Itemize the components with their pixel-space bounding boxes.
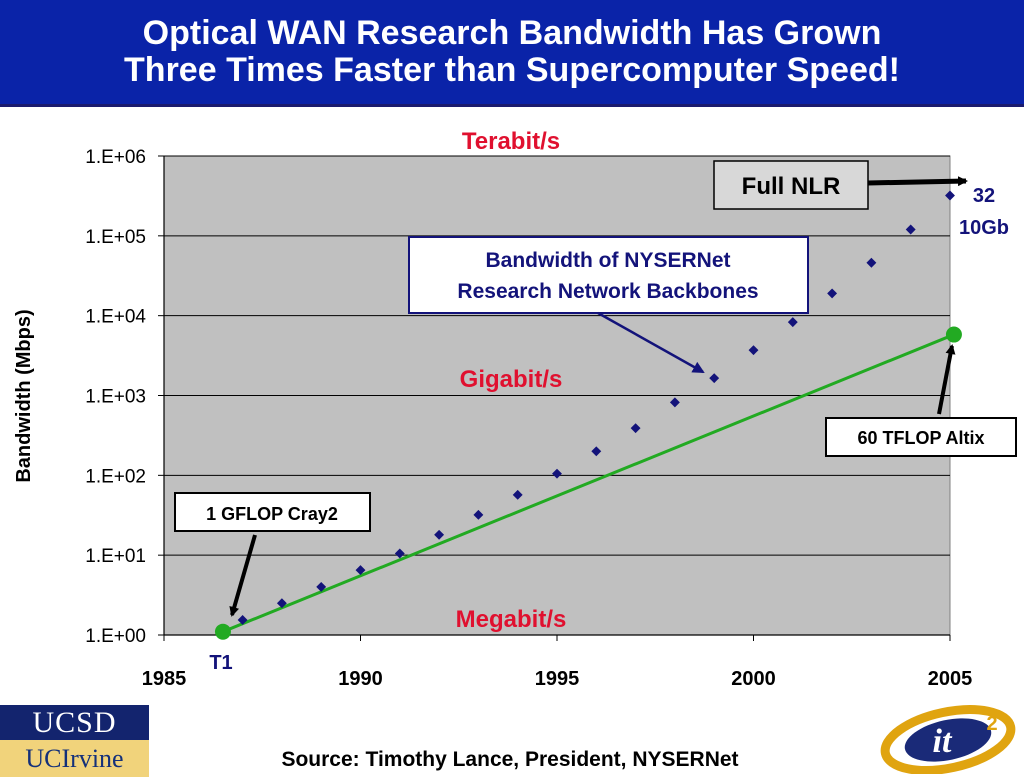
data-point xyxy=(630,423,641,434)
x-tick-label: 1995 xyxy=(535,668,580,690)
y-tick-label: 1.E+03 xyxy=(85,387,146,408)
trend-series xyxy=(214,326,962,640)
it2-logo: it 2 xyxy=(880,705,1016,774)
cray2-arrow xyxy=(229,534,257,617)
nlr-value-line-1: 32 xyxy=(973,185,995,207)
cray2-box xyxy=(174,492,371,532)
data-point xyxy=(512,489,523,500)
data-point xyxy=(434,529,445,540)
nysernet-annotation-box xyxy=(408,236,809,314)
gridlines xyxy=(158,155,950,636)
data-point xyxy=(669,397,680,408)
y-tick-label: 1.E+05 xyxy=(85,227,146,248)
cray2-label: 1 GFLOP Cray2 xyxy=(206,504,338,524)
x-tick-label: 2005 xyxy=(928,668,973,690)
nysernet-label-line-1: Bandwidth of NYSERNet xyxy=(486,249,731,272)
y-tick-label: 1.E+01 xyxy=(85,546,146,567)
altix-box xyxy=(825,417,1017,457)
source-caption: Source: Timothy Lance, President, NYSERN… xyxy=(281,748,739,771)
data-point xyxy=(827,288,838,299)
it2-logo-text: it xyxy=(933,723,953,760)
nysernet-label-line-2: Research Network Backbones xyxy=(457,280,758,303)
band-label-gigabit: Gigabit/s xyxy=(460,366,563,393)
ucsd-logo: UCSD xyxy=(0,705,149,740)
altix-arrow xyxy=(937,344,956,415)
y-tick-label: 1.E+00 xyxy=(85,626,146,647)
full-nlr-label: Full NLR xyxy=(742,173,841,200)
nysernet-arrow xyxy=(597,311,705,374)
band-label-megabit: Megabit/s xyxy=(456,606,567,633)
data-point xyxy=(748,345,759,356)
x-tick-label: 2000 xyxy=(731,668,776,690)
band-label-terabit: Terabit/s xyxy=(462,128,560,155)
data-point xyxy=(276,598,287,609)
data-point xyxy=(787,317,798,328)
y-axis-label: Bandwidth (Mbps) xyxy=(13,309,35,482)
data-point xyxy=(316,581,327,592)
bandwidth-chart: 1.E+00 1.E+01 1.E+02 1.E+03 1.E+04 1.E+05 1.E+… xyxy=(13,128,1017,690)
data-point xyxy=(473,509,484,520)
title-line-2: Three Times Faster than Supercomputer Sp… xyxy=(124,51,900,89)
t1-label: T1 xyxy=(209,652,232,674)
trend-point-start xyxy=(214,623,231,640)
title-line-1: Optical WAN Research Bandwidth Has Grown xyxy=(142,14,882,53)
data-point xyxy=(552,468,562,479)
x-tick-label: 1990 xyxy=(338,668,383,690)
axes xyxy=(163,156,951,641)
trend-line xyxy=(222,333,955,634)
full-nlr-box xyxy=(713,160,869,210)
trend-point-end xyxy=(945,326,962,343)
full-nlr-arrow xyxy=(867,176,968,187)
altix-label: 60 TFLOP Altix xyxy=(857,428,984,448)
data-point xyxy=(591,446,602,457)
it2-logo-ring xyxy=(880,705,1016,774)
data-point xyxy=(905,224,916,235)
bandwidth-series xyxy=(237,190,955,625)
y-tick-label: 1.E+06 xyxy=(85,147,146,168)
data-point xyxy=(709,373,720,384)
y-tick-labels: 1.E+00 1.E+01 1.E+02 1.E+03 1.E+04 1.E+05 1.E+… xyxy=(85,147,146,647)
it2-logo-sup: 2 xyxy=(986,713,997,735)
ucirvine-logo: UCIrvine xyxy=(0,740,149,777)
data-point xyxy=(945,190,955,201)
data-point xyxy=(237,614,248,625)
data-point xyxy=(866,257,877,268)
data-point xyxy=(355,565,366,576)
y-tick-label: 1.E+04 xyxy=(85,307,146,328)
x-tick-labels: 1985 1990 1995 2000 2005 xyxy=(142,668,973,690)
y-tick-label: 1.E+02 xyxy=(85,466,146,487)
data-point xyxy=(394,548,405,559)
x-tick-label: 1985 xyxy=(142,668,187,690)
title-banner: Optical WAN Research Bandwidth Has Grown… xyxy=(0,0,1024,107)
it2-logo-core xyxy=(904,718,992,762)
nlr-value-line-2: 10Gb xyxy=(959,217,1009,239)
